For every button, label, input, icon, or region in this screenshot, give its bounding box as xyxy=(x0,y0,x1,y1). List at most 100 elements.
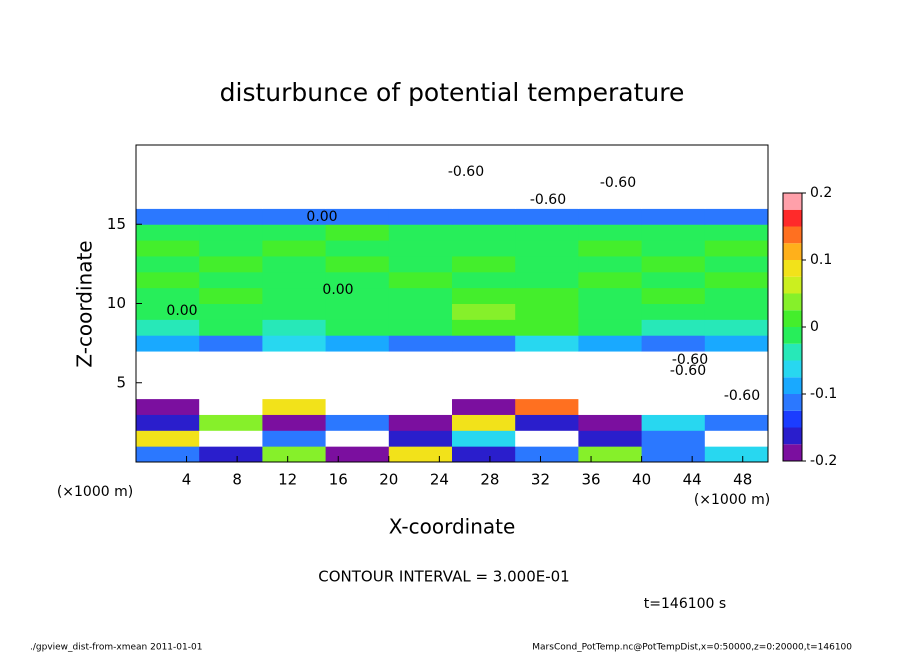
heatmap-cell xyxy=(704,398,769,415)
heatmap-cell xyxy=(388,255,453,273)
heatmap-cell xyxy=(578,335,643,352)
colorbar-segment xyxy=(783,343,802,361)
heatmap-cell xyxy=(452,398,516,415)
heatmap-cell xyxy=(641,382,706,400)
heatmap-cell xyxy=(136,145,200,162)
contour-label: -0.60 xyxy=(672,352,708,368)
heatmap-cell xyxy=(325,382,390,400)
colorbar-tick-label: 0.2 xyxy=(810,185,832,201)
heatmap-cell xyxy=(641,192,706,209)
heatmap-cell xyxy=(325,224,390,241)
heatmap-cell xyxy=(262,398,327,415)
heatmap-cell xyxy=(388,319,453,336)
heatmap-cell xyxy=(578,160,643,178)
colorbar-tick-label: 0.1 xyxy=(810,252,832,268)
heatmap-cell xyxy=(388,240,453,257)
heatmap-cell xyxy=(452,240,516,257)
heatmap-cell xyxy=(199,446,263,463)
heatmap-cell xyxy=(325,145,390,162)
heatmap-cell xyxy=(388,414,453,431)
heatmap-cell xyxy=(136,398,200,415)
heatmap-cell xyxy=(388,271,453,289)
colorbar-segment xyxy=(783,226,802,244)
footer-right: MarsCond_PotTemp.nc@PotTempDist,x=0:5000… xyxy=(532,643,852,653)
heatmap-cell xyxy=(199,255,263,273)
contour-interval: CONTOUR INTERVAL = 3.000E-01 xyxy=(318,568,569,586)
heatmap-cell xyxy=(388,160,453,178)
heatmap-cell xyxy=(578,145,643,162)
heatmap-cell xyxy=(325,430,390,447)
heatmap-cell xyxy=(452,335,516,352)
heatmap-cell xyxy=(452,145,516,162)
heatmap-cell xyxy=(262,176,327,194)
heatmap-cell xyxy=(452,382,516,400)
heatmap-cell xyxy=(262,192,327,209)
contour-label: 0.00 xyxy=(166,303,197,319)
colorbar-tick-label: 0 xyxy=(810,319,819,335)
heatmap-cell xyxy=(704,255,769,273)
colorbar-segment xyxy=(783,260,802,277)
colorbar-segment xyxy=(783,444,802,461)
heatmap-cell xyxy=(641,446,706,463)
heatmap-cell xyxy=(199,287,263,304)
heatmap-cell xyxy=(325,398,390,415)
x-tick-label: 8 xyxy=(232,471,242,489)
heatmap-cell xyxy=(199,414,263,431)
heatmap-cell xyxy=(515,319,579,336)
heatmap-cell xyxy=(136,271,200,289)
y-axis-label: Z-coordinate xyxy=(73,240,97,367)
heatmap-cell xyxy=(578,176,643,194)
colorbar-segment xyxy=(783,410,802,428)
heatmap-cell xyxy=(199,240,263,257)
heatmap-cell xyxy=(704,414,769,431)
heatmap-cell xyxy=(578,303,643,320)
heatmap-cell xyxy=(388,176,453,194)
heatmap-cell xyxy=(578,224,643,241)
colorbar-segment xyxy=(783,394,802,411)
heatmap-cell xyxy=(262,224,327,241)
heatmap-cell xyxy=(262,287,327,304)
heatmap-cell xyxy=(388,366,453,384)
heatmap-cell xyxy=(452,160,516,178)
heatmap-cell xyxy=(325,319,390,336)
heatmap-cell xyxy=(199,208,263,225)
heatmap-cell xyxy=(578,287,643,304)
heatmap-cell xyxy=(578,414,643,431)
heatmap-cell xyxy=(578,192,643,209)
heatmap-cell xyxy=(262,145,327,162)
heatmap-cell xyxy=(136,160,200,178)
heatmap-cell xyxy=(199,224,263,241)
x-tick-label: 32 xyxy=(531,471,550,489)
y-tick-label: 10 xyxy=(107,294,126,312)
heatmap-cell xyxy=(199,303,263,320)
heatmap-cell xyxy=(262,208,327,225)
heatmap-cell xyxy=(578,446,643,463)
heatmap-cell xyxy=(704,224,769,241)
heatmap-cell xyxy=(199,319,263,336)
x-tick-label: 40 xyxy=(632,471,651,489)
colorbar-segment xyxy=(783,327,802,344)
heatmap-cell xyxy=(136,287,200,304)
contour-label: -0.60 xyxy=(670,363,706,379)
heatmap-cell xyxy=(515,287,579,304)
heatmap-cell xyxy=(578,255,643,273)
x-tick-label: 48 xyxy=(733,471,752,489)
heatmap-cell xyxy=(641,271,706,289)
heatmap-cell xyxy=(452,208,516,225)
heatmap-cell xyxy=(515,240,579,257)
heatmap-cell xyxy=(388,192,453,209)
y-tick-label: 15 xyxy=(107,215,126,233)
heatmap-cell xyxy=(136,192,200,209)
x-unit-label: (×1000 m) xyxy=(694,492,770,508)
heatmap-cell xyxy=(515,351,579,368)
heatmap-cell xyxy=(515,446,579,463)
heatmap-cell xyxy=(136,351,200,368)
heatmap-cell xyxy=(515,335,579,352)
heatmap-cell xyxy=(136,240,200,257)
colorbar-segment xyxy=(783,377,802,394)
heatmap-cell xyxy=(578,382,643,400)
heatmap-cell xyxy=(262,255,327,273)
heatmap-cell xyxy=(325,271,390,289)
heatmap-cell xyxy=(641,303,706,320)
